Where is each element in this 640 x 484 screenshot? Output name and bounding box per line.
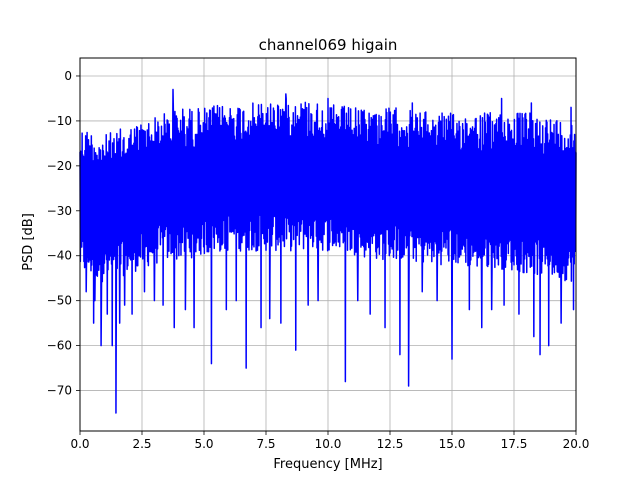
x-tick-label: 7.5: [256, 437, 275, 451]
y-tick-label: −70: [47, 384, 72, 398]
x-tick-label: 0.0: [70, 437, 89, 451]
x-axis-label: Frequency [MHz]: [273, 457, 382, 472]
x-tick-label: 17.5: [501, 437, 528, 451]
chart-title: channel069 higain: [259, 36, 398, 54]
x-tick-label: 12.5: [377, 437, 404, 451]
y-tick-label: −10: [47, 114, 72, 128]
y-axis-label: PSD [dB]: [21, 213, 36, 271]
x-tick-label: 5.0: [194, 437, 213, 451]
x-tick-label: 20.0: [563, 437, 590, 451]
x-tick-label: 10.0: [315, 437, 342, 451]
y-tick-label: −20: [47, 159, 72, 173]
psd-series: [79, 88, 577, 414]
y-tick-label: −50: [47, 294, 72, 308]
ticks: 0.0 2.5 5.0 7.5 10.0 12.5 15.0 17.5 20.0 0 −10 −20 −…: [47, 69, 590, 451]
y-tick-label: −60: [47, 339, 72, 353]
y-tick-label: −30: [47, 204, 72, 218]
y-tick-label: −40: [47, 249, 72, 263]
x-tick-label: 2.5: [132, 437, 151, 451]
y-tick-label: 0: [64, 69, 72, 83]
x-tick-label: 15.0: [439, 437, 466, 451]
psd-series-line: [79, 88, 577, 414]
